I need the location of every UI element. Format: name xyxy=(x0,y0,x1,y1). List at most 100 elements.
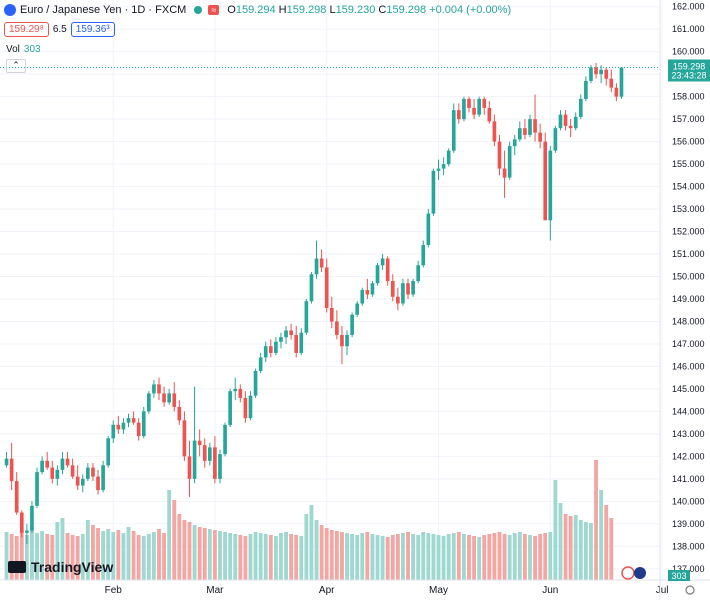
candle-body xyxy=(106,438,111,466)
target-icon[interactable] xyxy=(634,567,646,579)
candle-body xyxy=(396,296,400,304)
candle-body xyxy=(314,258,319,275)
candle-body xyxy=(294,334,299,353)
symbol-title[interactable]: Euro / Japanese Yen · 1D · FXCM xyxy=(20,4,187,16)
volume-bar xyxy=(126,527,131,580)
sell-button[interactable]: 159.29⁸ xyxy=(4,22,49,37)
volume-bar xyxy=(589,523,593,580)
volume-bar xyxy=(65,533,70,580)
volume-bar xyxy=(573,515,578,580)
tradingview-logo[interactable]: TradingView xyxy=(8,559,113,575)
buy-button[interactable]: 159.36³ xyxy=(70,22,115,37)
candle-body xyxy=(558,114,563,129)
x-tick-label: Feb xyxy=(105,585,123,596)
candle-body xyxy=(172,393,177,407)
volume-bar xyxy=(218,531,222,580)
candle-body xyxy=(202,445,207,461)
candle-body xyxy=(578,98,583,117)
candle-body xyxy=(228,391,232,425)
candle-body xyxy=(86,467,90,479)
volume-bar xyxy=(599,490,604,580)
volume-bar xyxy=(406,532,410,580)
candle-body xyxy=(263,346,268,358)
candle-body xyxy=(457,110,461,120)
volume-bar xyxy=(151,532,156,580)
volume-bar xyxy=(45,534,50,580)
volume-bar xyxy=(19,530,24,580)
volume-bar xyxy=(96,528,100,580)
price-tick-label: 137.000 xyxy=(672,564,705,574)
volume-bar xyxy=(568,516,573,580)
volume-bar xyxy=(340,532,344,580)
volume-bar xyxy=(385,537,390,580)
candle-body xyxy=(80,478,85,486)
volume-bar xyxy=(284,532,288,580)
volume-bar xyxy=(533,536,537,580)
price-tick-label: 146.000 xyxy=(672,361,705,371)
volume-bar xyxy=(182,520,187,580)
candle-body xyxy=(533,119,537,133)
candle-body xyxy=(60,458,65,470)
candle-body xyxy=(487,107,492,122)
volume-bar xyxy=(268,535,273,580)
volume-bar xyxy=(472,536,477,580)
settings-gear-icon[interactable] xyxy=(685,585,695,595)
volume-bar xyxy=(40,531,45,580)
volume-bar xyxy=(355,535,360,580)
volume-bar xyxy=(324,528,329,580)
candle-body xyxy=(30,505,34,531)
candle-body xyxy=(45,460,50,468)
candle-body xyxy=(416,265,421,282)
candle-body xyxy=(340,334,344,347)
collapse-legend-button[interactable]: ⌃ xyxy=(6,59,26,73)
volume-bar xyxy=(30,528,34,580)
candle-body xyxy=(329,307,334,322)
volume-bar xyxy=(75,536,80,580)
volume-bar xyxy=(446,534,451,580)
status-badge[interactable]: ≈ xyxy=(208,5,220,15)
volume-bar xyxy=(436,535,441,580)
volume-bar xyxy=(583,522,588,580)
volume-bar xyxy=(50,535,55,580)
price-tick-label: 140.000 xyxy=(672,496,705,506)
candle-body xyxy=(594,67,598,75)
candle-body xyxy=(426,213,431,246)
volume-bar xyxy=(279,533,283,580)
symbol-flag-icon[interactable] xyxy=(4,4,16,16)
market-status-icon[interactable] xyxy=(194,6,203,14)
candle-body xyxy=(421,245,426,266)
volume-bar xyxy=(578,520,583,580)
candle-body xyxy=(65,458,70,466)
candle-body xyxy=(619,67,624,97)
candle-body xyxy=(492,121,497,142)
price-tick-label: 138.000 xyxy=(672,541,705,551)
price-tick-label: 153.000 xyxy=(672,204,705,214)
candle-body xyxy=(299,332,304,353)
candle-body xyxy=(584,80,588,99)
volume-bar xyxy=(80,534,85,580)
candle-body xyxy=(599,69,603,75)
candle-body xyxy=(268,346,273,353)
price-tick-label: 139.000 xyxy=(672,519,705,529)
volume-bar xyxy=(360,533,365,580)
candle-body xyxy=(319,258,324,268)
candle-body xyxy=(523,128,527,135)
candle-body xyxy=(502,168,507,178)
candle-body xyxy=(604,69,609,79)
volume-bar xyxy=(60,518,65,580)
candle-body xyxy=(218,454,222,479)
price-tick-label: 151.000 xyxy=(672,249,705,259)
volume-bar xyxy=(380,536,385,580)
volume-bar xyxy=(309,505,314,580)
candle-body xyxy=(111,424,116,439)
candle-body xyxy=(9,458,14,482)
candle-body xyxy=(274,341,278,353)
candle-body xyxy=(223,424,227,455)
volume-bar xyxy=(238,535,243,580)
last-price-label: 159.298 xyxy=(673,61,706,71)
price-tick-label: 156.000 xyxy=(672,137,705,147)
volume-bar xyxy=(289,534,294,580)
price-tick-label: 162.000 xyxy=(672,2,705,12)
volume-bar xyxy=(329,530,334,580)
